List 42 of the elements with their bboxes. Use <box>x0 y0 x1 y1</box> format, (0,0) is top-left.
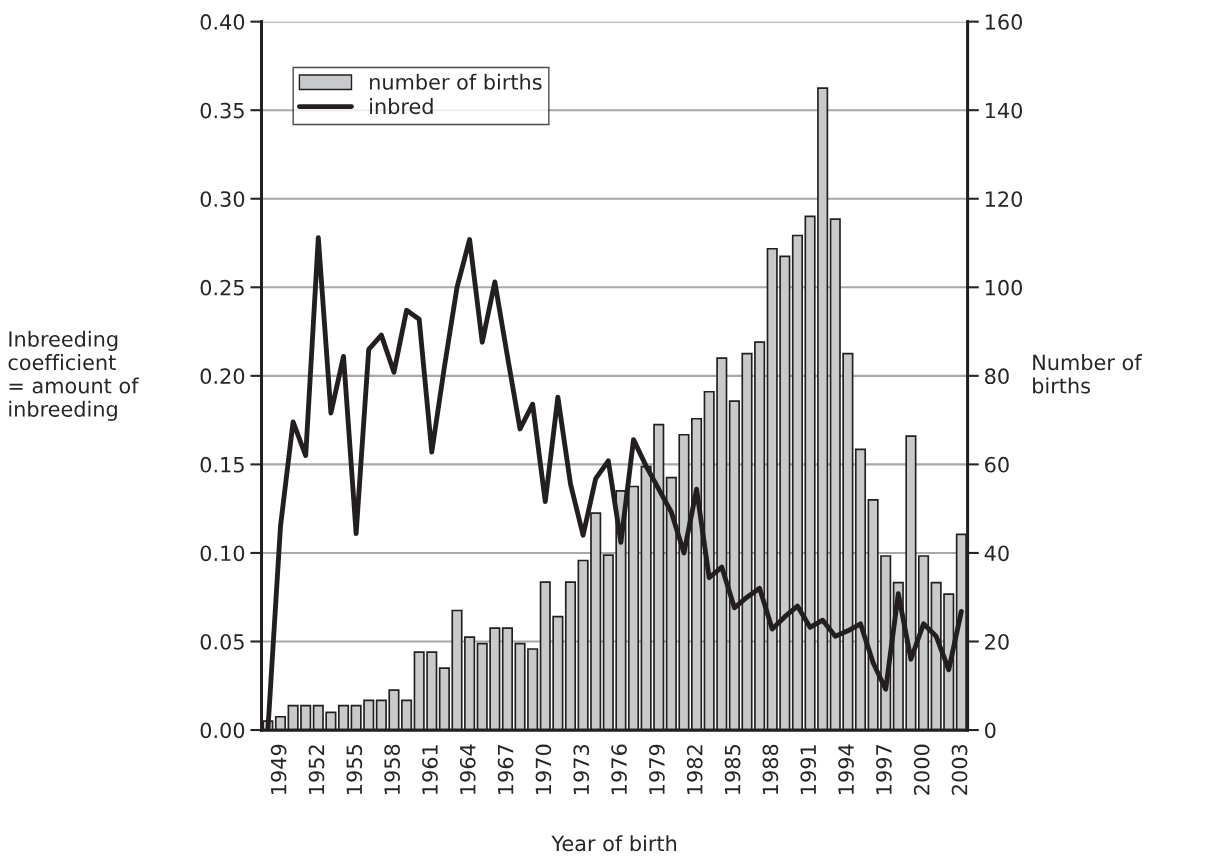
x-tick-label: 2000 <box>913 744 930 795</box>
y-tick-label: 0.10 <box>200 545 245 562</box>
x-tick-label: 1988 <box>762 744 779 794</box>
y-axis-title: Inbreeding coefficient = amount of inbreeding <box>8 330 139 421</box>
x-tick-label: 1970 <box>535 744 552 794</box>
x-tick-label: 1997 <box>875 745 892 794</box>
y2-tick-label: 80 <box>985 368 1009 385</box>
y2-axis-title: Number of births <box>1033 354 1142 394</box>
legend-label: number of births <box>370 73 542 90</box>
x-tick-label: 1949 <box>270 744 287 794</box>
x-tick-label: 1985 <box>724 745 741 794</box>
y-tick-label: 0.40 <box>200 14 245 30</box>
x-tick-label: 2003 <box>951 744 968 795</box>
y-tick-label: 0.00 <box>200 722 245 739</box>
y2-tick-label: 140 <box>985 102 1023 119</box>
x-tick-label: 1961 <box>422 745 438 794</box>
x-tick-label: 1964 <box>459 744 476 794</box>
x-tick-label: 1958 <box>384 744 400 794</box>
y2-tick-label: 20 <box>985 633 1009 650</box>
x-tick-label: 1979 <box>649 744 665 794</box>
x-tick-label: 1952 <box>308 745 325 794</box>
x-tick-label: 1967 <box>497 745 514 794</box>
x-tick-label: 1991 <box>800 745 817 794</box>
y-tick-label: 0.25 <box>200 279 244 296</box>
x-tick-label: 1976 <box>611 744 627 794</box>
y2-tick-label: 160 <box>985 14 1023 30</box>
x-tick-label: 1955 <box>346 745 363 794</box>
y-tick-label: 0.05 <box>200 633 244 650</box>
y2-tick-label: 60 <box>985 456 1009 473</box>
x-tick-label: 1973 <box>573 744 590 794</box>
y2-tick-label: 40 <box>984 545 1009 562</box>
y-tick-label: 0.15 <box>200 456 244 473</box>
y2-tick-label: 0 <box>985 722 996 739</box>
legend-label: inbred <box>370 98 433 115</box>
y-tick-label: 0.35 <box>200 102 244 119</box>
x-tick-label: 1982 <box>686 745 703 794</box>
y2-tick-label: 100 <box>985 279 1023 296</box>
x-tick-label: 1994 <box>838 744 854 794</box>
x-axis-title: Year of birth <box>551 835 677 852</box>
y2-tick-label: 120 <box>985 191 1023 207</box>
y-tick-label: 0.20 <box>200 368 245 385</box>
y-tick-label: 0.30 <box>200 191 245 207</box>
